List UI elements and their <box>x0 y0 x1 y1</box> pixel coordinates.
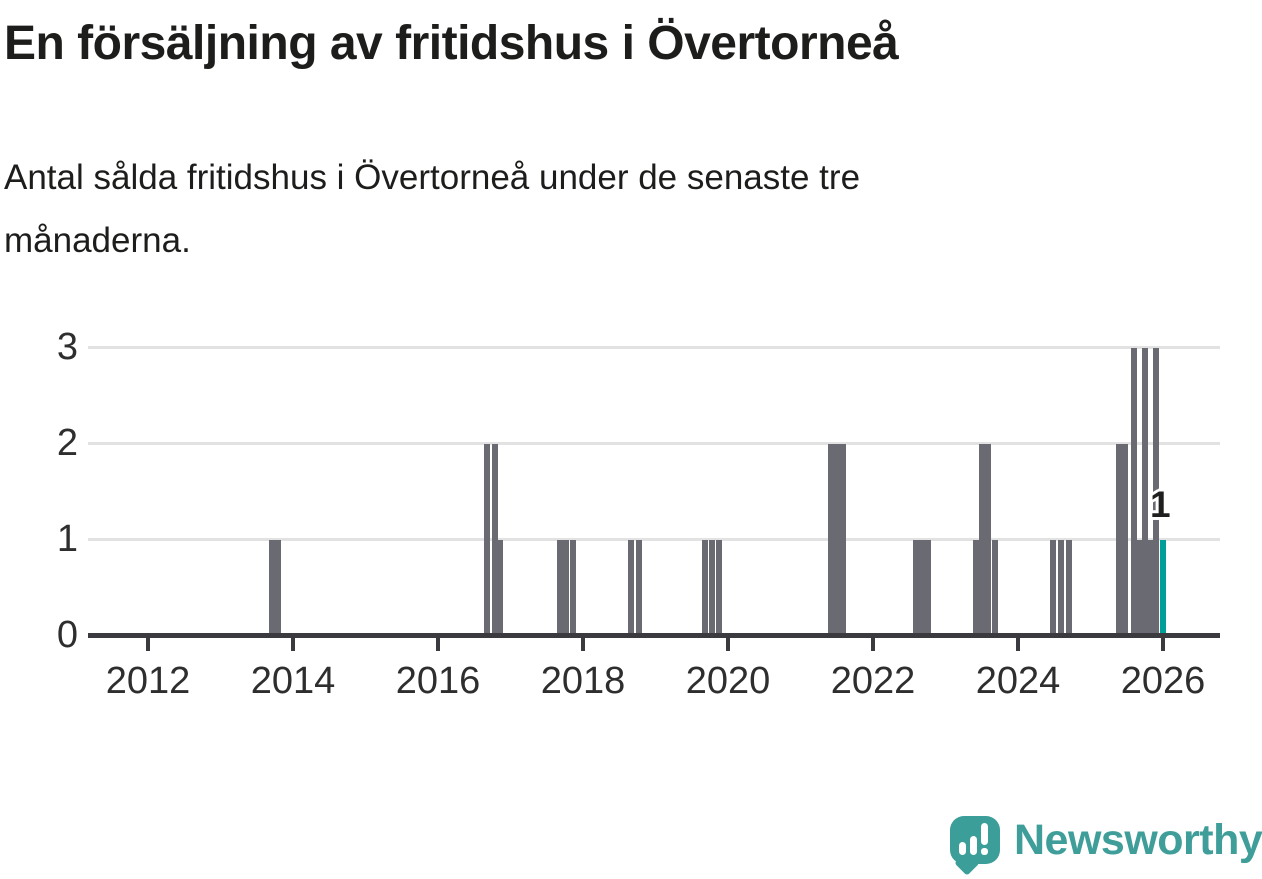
bar-highlight <box>1160 540 1166 634</box>
y-axis-label-0: 0 <box>56 614 78 656</box>
newsworthy-icon <box>950 816 1000 876</box>
logo-exclamation-dot <box>981 848 988 855</box>
bar <box>840 444 846 634</box>
x-axis-label-2024: 2024 <box>975 660 1061 702</box>
x-axis-label-2014: 2014 <box>250 660 336 702</box>
gridline-y-3 <box>88 346 1220 349</box>
bar <box>1066 540 1072 634</box>
highlight-value-label: 1 <box>1150 484 1171 525</box>
x-axis-label-2020: 2020 <box>685 660 771 702</box>
bar <box>557 540 563 634</box>
bar <box>275 540 281 634</box>
logo-bar-small <box>959 842 966 855</box>
x-axis-label-2016: 2016 <box>395 660 481 702</box>
bar <box>269 540 275 634</box>
gridline-y-1 <box>88 538 1220 541</box>
bar <box>919 540 925 634</box>
bar <box>1050 540 1056 634</box>
bar <box>492 444 498 634</box>
x-axis-tick-2012 <box>146 637 150 651</box>
x-axis-tick-2020 <box>726 637 730 651</box>
bar <box>484 444 490 634</box>
bar <box>1058 540 1064 634</box>
x-axis-tick-2024 <box>1016 637 1020 651</box>
x-axis-tick-2018 <box>581 637 585 651</box>
y-axis-label-3: 3 <box>56 326 78 368</box>
x-axis-tick-2022 <box>871 637 875 651</box>
bar <box>913 540 919 634</box>
bar <box>1153 348 1159 634</box>
x-axis-label-2026: 2026 <box>1120 660 1206 702</box>
x-axis-line <box>88 633 1220 638</box>
x-axis-label-2018: 2018 <box>540 660 626 702</box>
bar <box>709 540 715 634</box>
x-axis-tick-2026 <box>1161 637 1165 651</box>
chart-title: En försäljning av fritidshus i Övertorne… <box>4 17 899 70</box>
bar <box>1122 444 1128 634</box>
bar <box>973 540 979 634</box>
y-axis-label-1: 1 <box>56 518 78 560</box>
bar <box>497 540 503 634</box>
bar <box>1131 348 1137 634</box>
bar <box>628 540 634 634</box>
bar <box>702 540 708 634</box>
bar <box>570 540 576 634</box>
bar <box>563 540 569 634</box>
logo-exclamation-stem <box>981 823 988 845</box>
bar <box>992 540 998 634</box>
gridline-y-2 <box>88 442 1220 445</box>
x-axis-tick-2016 <box>436 637 440 651</box>
bar <box>1148 540 1154 634</box>
bar <box>1142 348 1148 634</box>
brand-name: Newsworthy <box>1014 816 1262 864</box>
bar <box>979 444 985 634</box>
bar <box>985 444 991 634</box>
bar <box>716 540 722 634</box>
bar <box>1116 444 1122 634</box>
bar <box>1137 540 1143 634</box>
bar <box>636 540 642 634</box>
x-axis-tick-2014 <box>291 637 295 651</box>
bar <box>925 540 931 634</box>
chart-subtitle: Antal sålda fritidshus i Övertorneå unde… <box>4 158 861 260</box>
brand-logo: Newsworthy <box>950 814 1262 876</box>
bar <box>834 444 840 634</box>
x-axis-label-2022: 2022 <box>830 660 916 702</box>
bar <box>828 444 834 634</box>
logo-bar-medium <box>970 836 977 855</box>
x-axis-label-2012: 2012 <box>105 660 191 702</box>
y-axis-label-2: 2 <box>56 422 78 464</box>
